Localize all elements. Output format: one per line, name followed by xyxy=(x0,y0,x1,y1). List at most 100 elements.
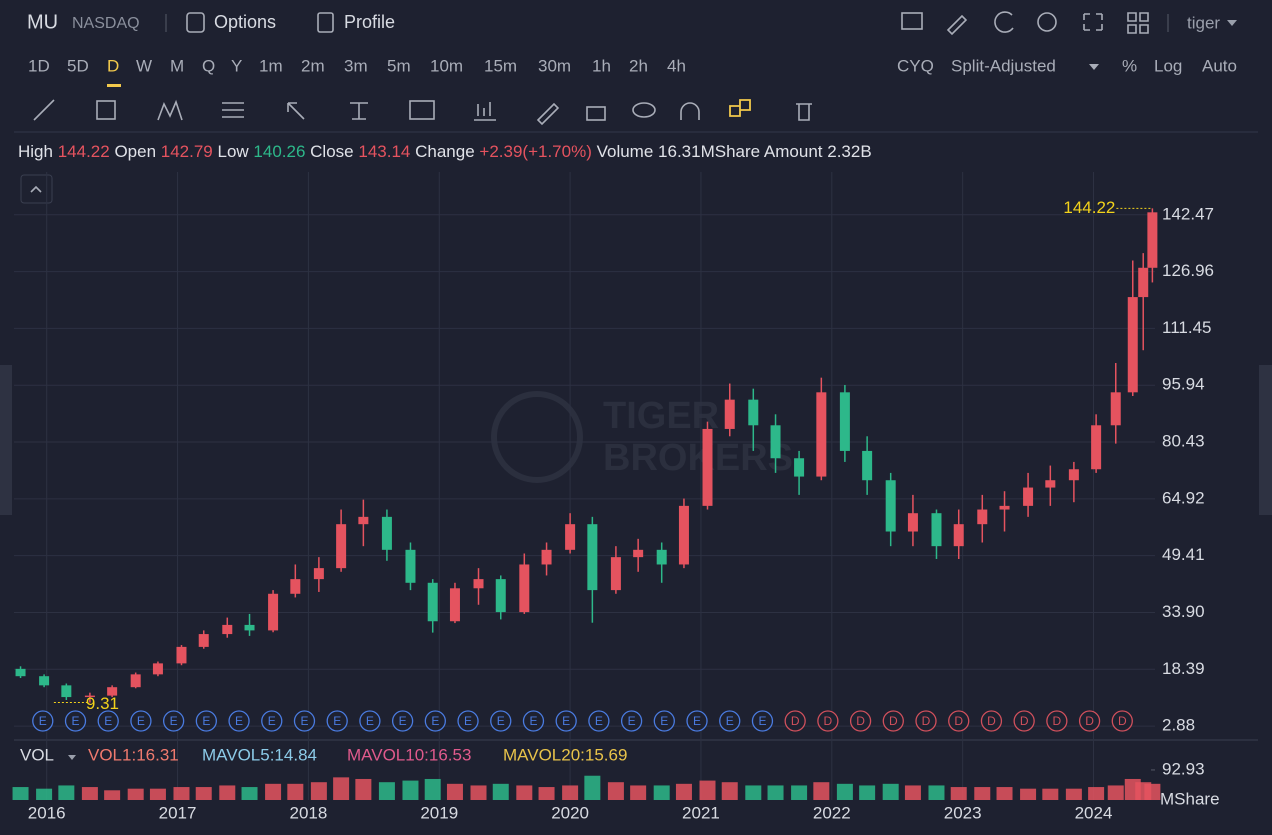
period-button[interactable]: 1m xyxy=(259,56,283,75)
period-button[interactable]: 4h xyxy=(667,56,686,75)
magnet-tool[interactable] xyxy=(680,102,700,120)
draw-icon[interactable] xyxy=(946,14,968,36)
line-tool[interactable] xyxy=(33,99,55,121)
profile-tab[interactable]: Profile xyxy=(344,12,395,32)
layout-icon[interactable] xyxy=(1127,12,1149,34)
period-button[interactable]: 5m xyxy=(387,56,411,75)
volume-tool[interactable] xyxy=(474,102,496,121)
period-button[interactable]: 5D xyxy=(67,56,89,75)
event-label: D xyxy=(954,714,963,728)
event-marker[interactable] xyxy=(1078,710,1101,732)
event-marker[interactable] xyxy=(1046,710,1068,732)
event-marker[interactable] xyxy=(784,710,806,732)
volume-bar xyxy=(562,785,579,800)
control-button[interactable]: % xyxy=(1122,56,1137,75)
event-marker[interactable] xyxy=(457,710,479,732)
fullscreen-icon[interactable] xyxy=(1083,13,1103,31)
control-button[interactable]: Auto xyxy=(1202,56,1237,75)
delete-tool[interactable] xyxy=(796,103,812,121)
event-marker[interactable] xyxy=(32,710,54,732)
event-marker[interactable] xyxy=(948,710,970,732)
event-marker[interactable] xyxy=(719,710,741,732)
event-marker[interactable] xyxy=(849,710,872,732)
event-marker[interactable] xyxy=(195,710,217,732)
event-marker[interactable] xyxy=(359,710,381,732)
lock-tool[interactable] xyxy=(586,106,606,121)
rect-tool[interactable] xyxy=(96,100,116,120)
event-marker[interactable] xyxy=(980,710,1003,732)
volume-bar xyxy=(882,783,899,800)
period-button[interactable]: 1D xyxy=(28,56,50,75)
period-button[interactable]: 3m xyxy=(344,56,368,75)
settings-icon[interactable] xyxy=(1037,12,1057,32)
y-tick-label: 18.39 xyxy=(1162,659,1205,678)
event-marker[interactable] xyxy=(162,710,185,732)
event-marker[interactable] xyxy=(293,710,316,732)
left-handle[interactable] xyxy=(0,365,12,515)
indicator-icon[interactable] xyxy=(901,12,923,30)
event-marker[interactable] xyxy=(588,710,610,732)
pen-tool[interactable] xyxy=(536,102,560,126)
event-marker[interactable] xyxy=(522,710,545,732)
volume-bar xyxy=(1088,787,1105,800)
candle-body xyxy=(1045,480,1056,488)
measure-tool[interactable] xyxy=(350,102,368,120)
event-marker[interactable] xyxy=(326,710,348,732)
eye-tool[interactable] xyxy=(632,102,656,118)
control-button[interactable]: Log xyxy=(1154,56,1182,75)
volume-bar xyxy=(607,782,624,800)
options-tab[interactable]: Options xyxy=(214,12,276,32)
candle-body xyxy=(702,428,713,506)
pattern-tool[interactable] xyxy=(157,99,183,121)
collapse-caret[interactable] xyxy=(30,185,42,193)
control-button[interactable]: CYQ xyxy=(897,56,934,75)
user-menu[interactable]: tiger xyxy=(1187,13,1220,32)
right-handle[interactable] xyxy=(1259,365,1272,515)
event-marker[interactable] xyxy=(228,710,250,732)
period-button[interactable]: D xyxy=(107,56,119,75)
period-button[interactable]: 2m xyxy=(301,56,325,75)
event-marker[interactable] xyxy=(686,710,708,732)
event-marker[interactable] xyxy=(751,710,774,732)
volume-bar xyxy=(1042,788,1059,800)
period-button[interactable]: 10m xyxy=(430,56,463,75)
event-marker[interactable] xyxy=(555,710,577,732)
arrow-tool[interactable] xyxy=(287,102,305,120)
period-button[interactable]: 30m xyxy=(538,56,571,75)
volume-bar xyxy=(58,785,75,800)
refresh-icon[interactable] xyxy=(994,11,1014,33)
event-marker[interactable] xyxy=(130,710,152,732)
text-tool[interactable] xyxy=(409,100,435,120)
period-button[interactable]: 15m xyxy=(484,56,517,75)
event-marker[interactable] xyxy=(653,710,675,732)
volume-bar xyxy=(859,785,876,800)
period-button[interactable]: W xyxy=(136,56,152,75)
event-marker[interactable] xyxy=(424,710,446,732)
user-caret[interactable] xyxy=(1227,20,1237,26)
period-button[interactable]: 2h xyxy=(629,56,648,75)
collapse-button[interactable] xyxy=(20,174,53,204)
event-marker[interactable] xyxy=(1111,710,1133,732)
event-marker[interactable] xyxy=(620,710,643,732)
period-button[interactable]: M xyxy=(170,56,184,75)
event-marker[interactable] xyxy=(817,710,839,732)
event-marker[interactable] xyxy=(391,710,414,732)
event-marker[interactable] xyxy=(261,710,283,732)
fib-tool[interactable] xyxy=(222,102,244,118)
event-marker[interactable] xyxy=(64,710,87,732)
period-button[interactable]: Q xyxy=(202,56,215,75)
dropdown-caret[interactable] xyxy=(1089,64,1099,70)
event-marker[interactable] xyxy=(1013,710,1035,732)
event-marker[interactable] xyxy=(882,710,904,732)
period-button[interactable]: 1h xyxy=(592,56,611,75)
options-icon[interactable] xyxy=(186,12,205,33)
candle-body xyxy=(290,579,301,594)
event-marker[interactable] xyxy=(97,710,119,732)
event-marker[interactable] xyxy=(915,710,937,732)
vol-caret[interactable] xyxy=(68,755,76,760)
link-tool[interactable] xyxy=(729,99,751,117)
profile-icon[interactable] xyxy=(317,12,334,33)
control-button[interactable]: Split-Adjusted xyxy=(951,56,1056,75)
event-marker[interactable] xyxy=(490,710,512,732)
period-button[interactable]: Y xyxy=(231,56,242,75)
